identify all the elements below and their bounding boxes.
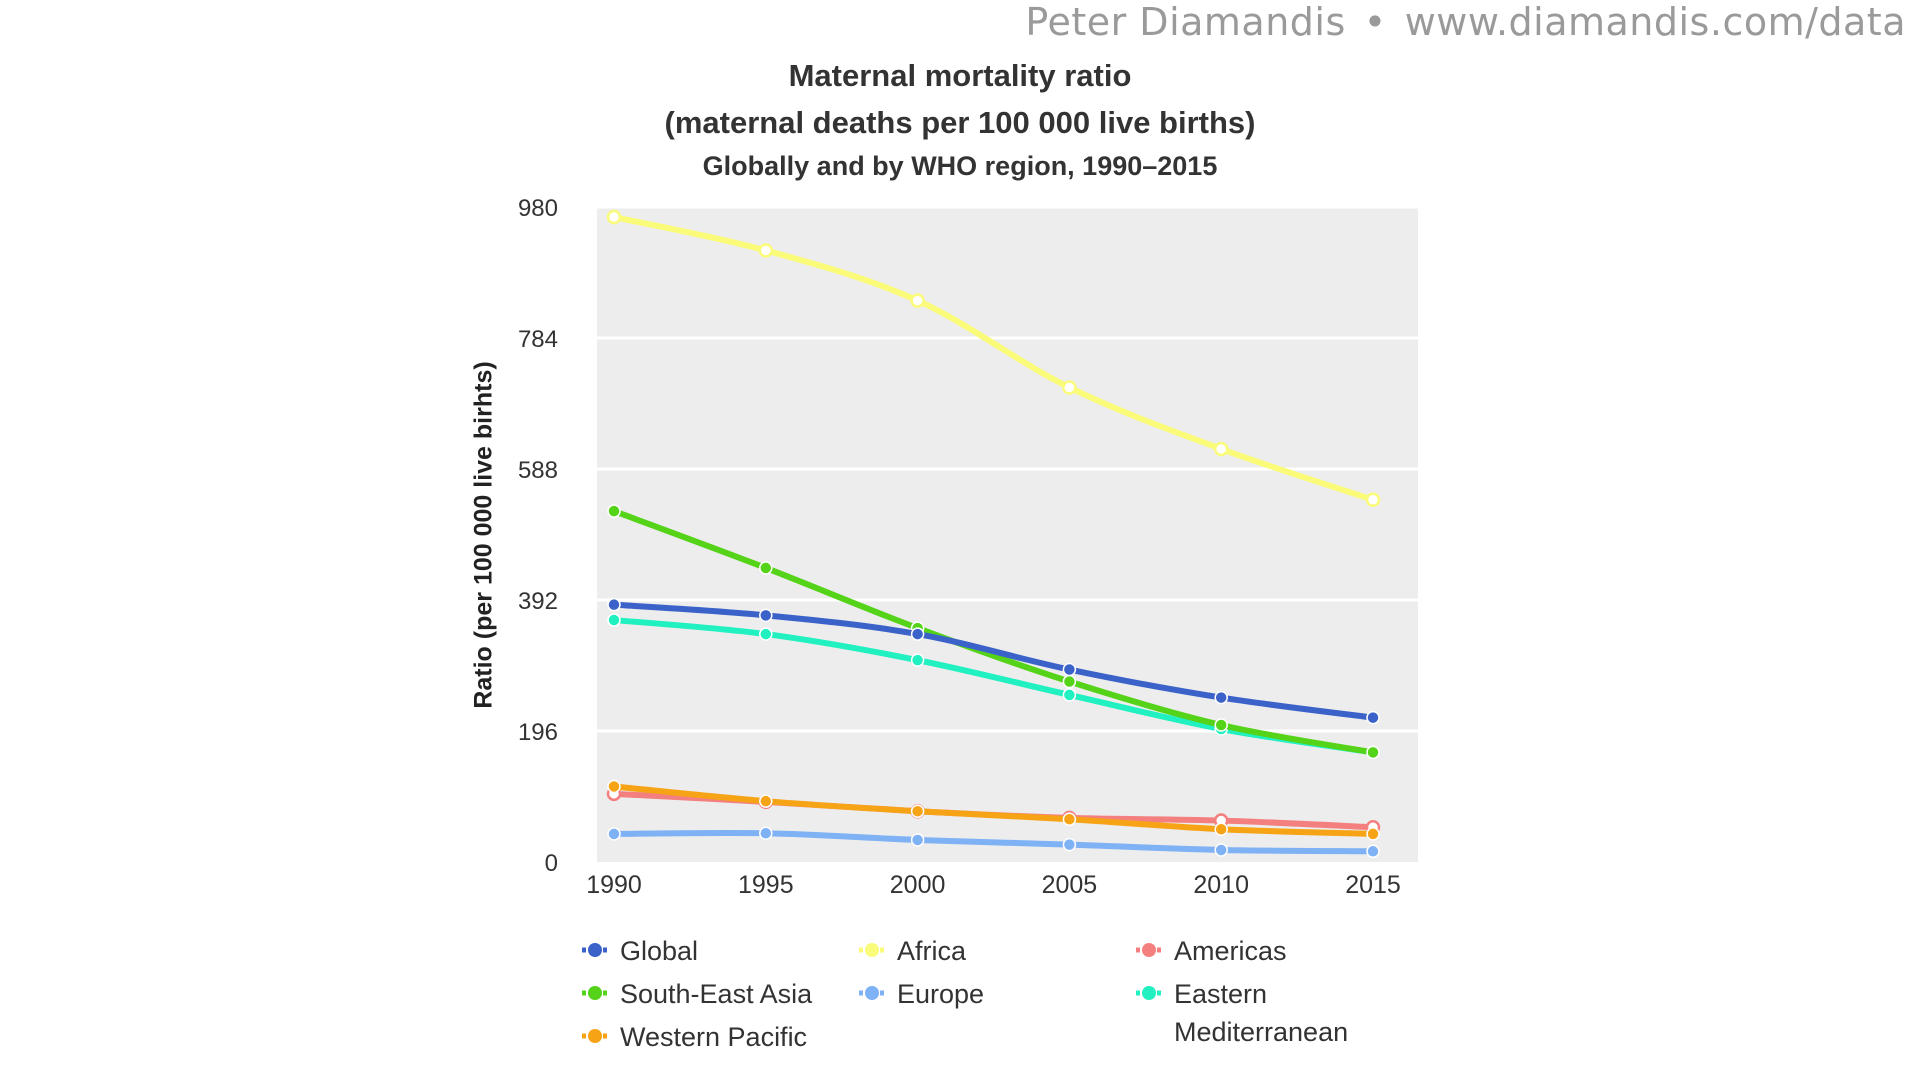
legend-item-europe[interactable]: Europe xyxy=(857,975,984,1013)
plot-area: 0 196 392 588 784 980 1990 1995 2000 2005 2010 2015 xyxy=(518,195,1418,899)
data-point-eastern-mediterranean xyxy=(607,613,621,627)
legend-swatch-icon xyxy=(859,986,885,1000)
credit-author: Peter Diamandis xyxy=(1025,0,1346,44)
data-point-western-pacific xyxy=(1062,812,1077,826)
legend-item-western-pacific[interactable]: Western Pacific xyxy=(580,1018,807,1056)
data-point-africa xyxy=(1365,492,1381,507)
data-point-south-east-asia xyxy=(759,561,773,575)
series-line-africa xyxy=(611,214,1376,503)
series-line-europe xyxy=(611,829,1376,855)
data-point-global xyxy=(1366,710,1380,725)
chart-title: Maternal mortality ratio xyxy=(788,58,1132,93)
data-point-africa xyxy=(606,209,622,225)
legend-item-global[interactable]: Global xyxy=(580,932,698,970)
data-point-western-pacific xyxy=(1366,827,1380,841)
x-tick-label: 2015 xyxy=(1345,871,1401,899)
chart-title-block: Maternal mortality ratio (maternal death… xyxy=(0,52,1920,186)
legend-swatch-icon xyxy=(1136,943,1162,957)
source-credit: Peter Diamandis • www.diamandis.com/data xyxy=(1025,0,1906,44)
series-line-eastern-mediterranean xyxy=(611,617,1376,756)
data-point-africa xyxy=(758,243,774,258)
legend-label: Africa xyxy=(897,936,967,966)
x-tick-label: 2010 xyxy=(1193,871,1249,899)
legend-label: Global xyxy=(620,936,699,966)
legend-swatch-icon xyxy=(859,943,885,957)
legend-swatch-icon xyxy=(582,986,608,1000)
y-tick-label: 784 xyxy=(518,326,558,353)
data-point-western-pacific xyxy=(910,804,925,818)
legend-item-south-east-asia[interactable]: South-East Asia xyxy=(580,975,812,1013)
legend-item-americas[interactable]: Americas xyxy=(1134,932,1287,970)
data-point-south-east-asia xyxy=(607,504,621,518)
data-point-africa xyxy=(910,293,925,308)
y-tick-label: 980 xyxy=(518,195,558,222)
credit-url: www.diamandis.com/data xyxy=(1404,0,1906,44)
data-point-europe xyxy=(1214,843,1228,857)
legend-label: Western Pacific xyxy=(620,1022,808,1052)
data-point-europe xyxy=(1062,837,1077,852)
data-point-south-east-asia xyxy=(1062,674,1077,689)
legend-item-africa[interactable]: Africa xyxy=(857,932,966,970)
data-point-europe xyxy=(910,833,925,847)
chart-title-line2: (maternal deaths per 100 000 live births… xyxy=(664,105,1256,140)
legend-swatch-icon xyxy=(1136,986,1162,1000)
x-tick-label: 1990 xyxy=(586,871,642,899)
data-point-eastern-mediterranean xyxy=(910,653,925,667)
legend-label: Eastern Mediterranean xyxy=(1174,979,1349,1047)
data-point-eastern-mediterranean xyxy=(759,627,773,641)
legend-label: Americas xyxy=(1174,936,1287,966)
x-tick-label: 2005 xyxy=(1042,871,1098,899)
data-point-western-pacific xyxy=(1214,822,1228,836)
legend-item-eastern-mediterranean[interactable]: Eastern Mediterranean xyxy=(1134,975,1348,1051)
data-point-south-east-asia xyxy=(1366,745,1380,760)
data-point-western-pacific xyxy=(607,779,621,794)
legend-swatch-icon xyxy=(582,943,608,957)
data-point-europe xyxy=(607,827,621,841)
legend-label: Europe xyxy=(897,979,985,1009)
legend-label: South-East Asia xyxy=(620,979,813,1009)
series-line-south-east-asia xyxy=(611,508,1376,756)
chart-subtitle: Globally and by WHO region, 1990–2015 xyxy=(702,151,1218,181)
data-point-europe xyxy=(759,826,773,841)
data-point-africa xyxy=(1213,441,1229,457)
plot-background xyxy=(597,207,1418,862)
y-tick-label: 196 xyxy=(518,719,558,746)
data-point-eastern-mediterranean xyxy=(1062,688,1077,702)
legend-swatch-icon xyxy=(582,1029,608,1043)
data-point-global xyxy=(1214,690,1228,705)
series-line-western-pacific xyxy=(611,783,1376,837)
x-tick-label: 1995 xyxy=(738,871,794,899)
credit-separator: • xyxy=(1363,0,1387,44)
series-line-global xyxy=(611,601,1376,721)
data-point-south-east-asia xyxy=(1214,718,1228,732)
y-tick-label: 0 xyxy=(545,850,558,877)
data-point-global xyxy=(759,608,773,623)
data-point-global xyxy=(1062,662,1077,677)
data-point-global xyxy=(910,627,925,641)
chart-legend: Global Africa Americas South-East Asia Europ… xyxy=(580,932,1380,1062)
data-point-africa xyxy=(1062,380,1077,395)
x-tick-label: 2000 xyxy=(890,871,946,899)
y-tick-label: 588 xyxy=(518,457,558,484)
data-point-europe xyxy=(1366,844,1380,859)
data-point-global xyxy=(607,597,621,612)
data-point-western-pacific xyxy=(759,794,773,808)
y-tick-label: 392 xyxy=(518,588,558,615)
